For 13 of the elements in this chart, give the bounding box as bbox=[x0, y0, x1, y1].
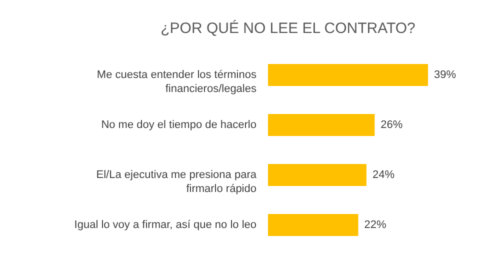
chart-title: ¿POR QUÉ NO LEE EL CONTRATO? bbox=[160, 19, 416, 37]
bar bbox=[268, 164, 366, 186]
data-label: 22% bbox=[364, 219, 386, 231]
data-label: 26% bbox=[380, 119, 403, 131]
bar bbox=[268, 214, 358, 236]
y-tick-label: El/La ejecutiva me presiona para firmarlo rápido bbox=[96, 169, 258, 195]
bar bbox=[268, 114, 375, 136]
y-tick-label: No me doy el tiempo de hacerlo bbox=[101, 119, 256, 131]
data-label: 39% bbox=[434, 69, 456, 81]
data-label: 24% bbox=[372, 169, 395, 181]
y-tick-label: Me cuesta entender los términos financieros/legales bbox=[96, 69, 257, 95]
bar bbox=[268, 64, 428, 86]
y-tick-label: Igual lo voy a firmar, así que no lo leo bbox=[74, 219, 256, 231]
